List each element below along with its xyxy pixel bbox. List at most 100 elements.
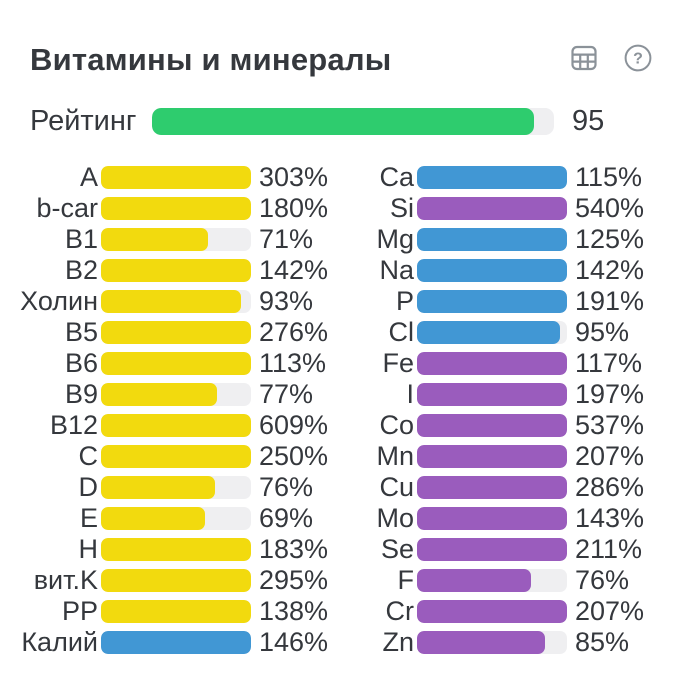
nutrient-value: 183% [259, 534, 329, 564]
nutrient-row: A 303% [14, 162, 330, 193]
nutrient-bar-track [417, 569, 567, 592]
nutrient-row: вит.K 295% [14, 565, 330, 596]
nutrient-bar-track [101, 445, 251, 468]
nutrient-bar-fill [101, 383, 217, 406]
nutrient-label: Zn [382, 627, 414, 657]
nutrient-value: 276% [259, 317, 329, 347]
minerals-column: Ca 115% Si 540% Mg 125% Na 142% P 191% C [330, 162, 680, 658]
page-title: Витамины и минералы [30, 42, 392, 77]
nutrient-bar-fill [101, 352, 251, 375]
nutrient-label: Cu [379, 472, 414, 502]
nutrient-label: Si [389, 193, 414, 223]
nutrient-bar-fill [417, 414, 567, 437]
svg-text:?: ? [633, 50, 643, 67]
nutrient-label: B2 [64, 255, 98, 285]
nutrient-row: Cl 95% [330, 317, 680, 348]
nutrient-label: B6 [64, 348, 98, 378]
nutrient-bar-track [417, 259, 567, 282]
nutrient-bar-fill [101, 228, 208, 251]
help-button[interactable]: ? [622, 44, 654, 76]
nutrient-value: 207% [575, 441, 645, 471]
nutrient-bar-fill [101, 259, 251, 282]
nutrient-bar-fill [417, 228, 567, 251]
nutrient-value: 191% [575, 286, 645, 316]
nutrient-label: Cl [388, 317, 415, 347]
nutrient-bar-track [101, 383, 251, 406]
nutrient-row: Mg 125% [330, 224, 680, 255]
nutrient-value: 142% [259, 255, 329, 285]
nutrient-row: b-car 180% [14, 193, 330, 224]
nutrient-label: Co [379, 410, 414, 440]
nutrient-row: B12 609% [14, 410, 330, 441]
nutrient-value: 95% [575, 317, 630, 347]
nutrient-bar-fill [417, 259, 567, 282]
nutrient-value: 142% [575, 255, 645, 285]
nutrient-bar-fill [417, 352, 567, 375]
nutrient-value: 146% [259, 627, 329, 657]
nutrient-value: 77% [259, 379, 314, 409]
nutrient-row: B1 71% [14, 224, 330, 255]
nutrient-value: 138% [259, 596, 329, 626]
nutrient-bar-track [101, 476, 251, 499]
table-view-button[interactable] [568, 44, 600, 76]
nutrient-label: B12 [49, 410, 98, 440]
nutrient-bar-track [101, 538, 251, 561]
nutrient-bar-track [417, 414, 567, 437]
nutrient-bar-fill [417, 569, 531, 592]
nutrient-bar-track [417, 290, 567, 313]
nutrient-value: 125% [575, 224, 645, 254]
nutrient-row: B2 142% [14, 255, 330, 286]
nutrient-bar-fill [101, 538, 251, 561]
nutrient-bar-fill [101, 600, 251, 623]
nutrient-label: B5 [64, 317, 98, 347]
nutrient-bar-track [417, 445, 567, 468]
nutrient-bar-fill [101, 414, 251, 437]
nutrient-row: Fe 117% [330, 348, 680, 379]
nutrient-label: C [78, 441, 99, 471]
nutrient-label: вит.K [33, 565, 98, 595]
nutrient-value: 69% [259, 503, 314, 533]
nutrient-bar-fill [417, 538, 567, 561]
nutrient-bar-track [101, 259, 251, 282]
nutrient-row: D 76% [14, 472, 330, 503]
nutrient-row: E 69% [14, 503, 330, 534]
nutrient-row: C 250% [14, 441, 330, 472]
nutrient-bar-fill [101, 166, 251, 189]
nutrient-bar-fill [101, 631, 251, 654]
nutrient-bar-track [417, 631, 567, 654]
nutrient-bar-fill [101, 507, 205, 530]
nutrient-label: b-car [36, 193, 98, 223]
nutrient-bar-track [417, 228, 567, 251]
nutrient-bar-track [101, 352, 251, 375]
table-grid-icon [568, 42, 600, 79]
nutrient-bar-fill [417, 290, 567, 313]
rating-value: 95 [572, 104, 605, 137]
nutrients-chart: A 303% b-car 180% B1 71% B2 142% Холин 9… [0, 162, 680, 658]
nutrient-bar-track [101, 414, 251, 437]
nutrient-value: 250% [259, 441, 329, 471]
nutrient-row: B5 276% [14, 317, 330, 348]
nutrient-bar-track [101, 166, 251, 189]
nutrient-bar-fill [417, 166, 567, 189]
nutrient-bar-track [101, 197, 251, 220]
nutrient-label: D [78, 472, 99, 502]
nutrient-bar-track [417, 476, 567, 499]
nutrient-bar-fill [417, 600, 567, 623]
nutrient-label: Se [380, 534, 414, 564]
nutrient-row: B6 113% [14, 348, 330, 379]
nutrient-bar-fill [417, 383, 567, 406]
nutrient-value: 180% [259, 193, 329, 223]
nutrient-bar-fill [101, 321, 251, 344]
nutrient-bar-fill [417, 631, 545, 654]
nutrient-value: 76% [259, 472, 314, 502]
nutrient-label: Mo [376, 503, 414, 533]
nutrient-bar-track [417, 600, 567, 623]
nutrient-row: Mn 207% [330, 441, 680, 472]
nutrient-value: 71% [259, 224, 314, 254]
nutrient-value: 93% [259, 286, 314, 316]
nutrient-value: 211% [575, 534, 643, 564]
nutrient-row: Ca 115% [330, 162, 680, 193]
nutrient-bar-fill [417, 197, 567, 220]
nutrient-bar-track [417, 383, 567, 406]
nutrient-bar-fill [101, 197, 251, 220]
